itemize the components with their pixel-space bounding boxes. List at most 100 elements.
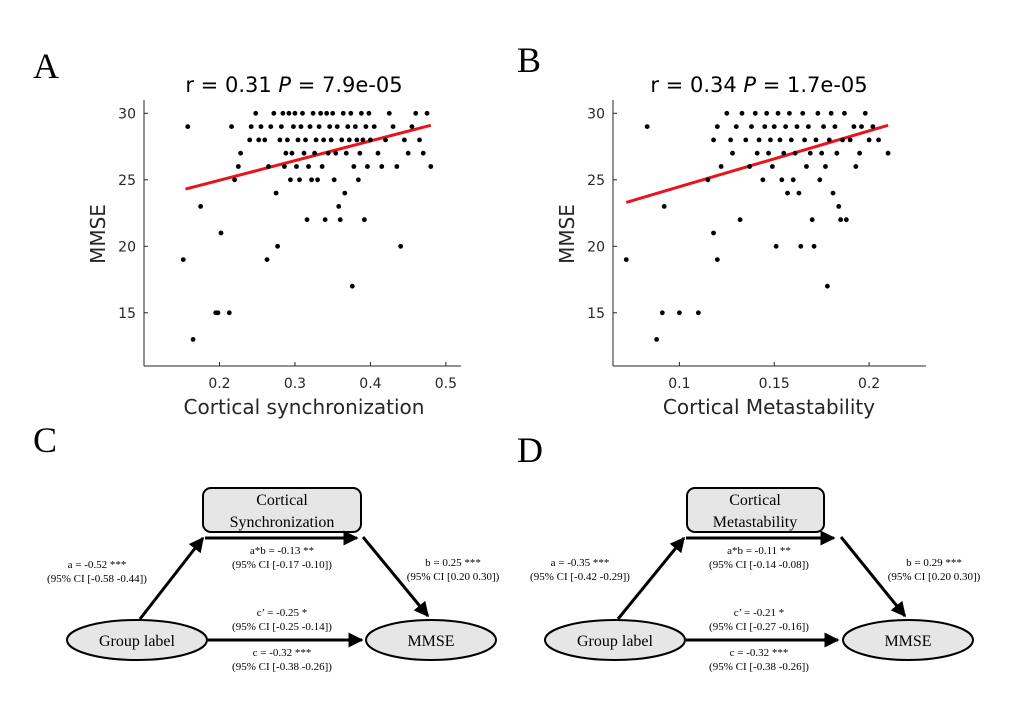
- chart-b-point: [832, 124, 838, 129]
- chart-a-point: [278, 124, 284, 129]
- chart-a-point: [336, 204, 342, 209]
- chart-b-title-p: P: [743, 73, 756, 97]
- chart-a-point: [355, 177, 361, 183]
- arrow-a-d: [616, 536, 686, 620]
- edge-b-d-line1: b = 0.29 ***: [906, 557, 962, 569]
- chart-a-point: [283, 150, 289, 156]
- arrow-b-d: [839, 536, 907, 618]
- chart-a-point: [398, 243, 404, 249]
- outcome-label-c: MMSE: [407, 633, 454, 650]
- panel-letter-c: C: [33, 420, 57, 460]
- chart-a-point: [343, 150, 349, 156]
- chart-b-point: [724, 110, 730, 116]
- chart-a-point: [401, 137, 407, 143]
- chart-a-point: [226, 310, 232, 316]
- chart-a-point: [363, 124, 369, 129]
- chart-a-point: [253, 110, 259, 116]
- chart-b-point: [711, 230, 716, 236]
- chart-b-point: [876, 137, 881, 143]
- chart-a-point: [357, 150, 363, 156]
- chart-a-point: [285, 137, 290, 143]
- chart-b-ytick-label: 20: [587, 239, 605, 255]
- chart-a-point: [180, 257, 186, 262]
- chart-b-point: [834, 150, 840, 156]
- chart-b-xtick-label: 0.2: [858, 376, 880, 392]
- mediator-box-c: [202, 487, 362, 533]
- chart-b-point: [779, 177, 785, 183]
- chart-a-point: [232, 177, 237, 183]
- chart-a-point: [258, 124, 264, 129]
- chart-b-point: [836, 204, 842, 209]
- chart-b-point: [851, 124, 857, 129]
- edge-b-c-line2: (95% CI [0.20 0.30]): [407, 571, 500, 583]
- chart-b-point: [823, 164, 828, 169]
- scatter-plot-a: r = 0.31 P = 7.9e-05 0.2 0.3 0.4 0.5 15 20 25 3…: [86, 73, 461, 419]
- chart-a-point: [292, 110, 298, 116]
- chart-b-point: [766, 150, 771, 156]
- chart-b-point: [718, 164, 724, 169]
- chart-a-point: [271, 110, 277, 116]
- panel-letter-d: D: [517, 430, 543, 470]
- chart-b-point: [654, 337, 660, 342]
- chart-b-xlabel: Cortical Metastability: [663, 395, 875, 419]
- chart-b-point: [828, 110, 834, 116]
- chart-a-point: [371, 124, 377, 129]
- chart-b-point: [843, 217, 849, 223]
- chart-a-point: [319, 164, 325, 169]
- chart-a-point: [247, 137, 253, 143]
- chart-a-axes: 0.2 0.3 0.4 0.5 15 20 25 30: [118, 100, 461, 392]
- chart-a-point: [264, 257, 270, 262]
- chart-a-ytick-label: 20: [118, 239, 136, 255]
- chart-a-point: [316, 124, 322, 129]
- chart-a-point: [405, 150, 411, 156]
- chart-a-xtick-label: 0.3: [284, 376, 306, 392]
- chart-a-point: [291, 124, 296, 129]
- chart-a-point: [273, 190, 279, 196]
- chart-a-ytick-label: 30: [118, 106, 136, 122]
- chart-b-point: [743, 137, 749, 143]
- chart-a-point: [348, 110, 354, 116]
- chart-b-point: [781, 150, 787, 156]
- chart-b-point: [661, 204, 667, 209]
- chart-b-point: [676, 310, 682, 316]
- chart-b-point: [866, 137, 872, 143]
- chart-a-point: [346, 137, 352, 143]
- chart-a-point: [365, 164, 370, 169]
- chart-a-point: [424, 110, 430, 116]
- chart-a-title-p: P: [278, 73, 291, 97]
- chart-a-point: [185, 124, 191, 129]
- edge-cp-c-line2: (95% CI [-0.25 -0.14]): [232, 621, 332, 633]
- chart-a-point: [301, 150, 307, 156]
- outcome-node-c: [365, 619, 497, 661]
- chart-b-axes: 0.1 0.15 0.2 15 20 25 30: [587, 100, 926, 392]
- chart-b-point: [817, 177, 823, 183]
- chart-b-point: [752, 110, 758, 116]
- chart-b-point: [802, 137, 807, 143]
- chart-b-point: [787, 110, 792, 116]
- chart-b-point: [739, 110, 745, 116]
- mediator-label-d-line2: Metastability: [713, 514, 797, 531]
- edge-a-d-line2: (95% CI [-0.42 -0.29]): [530, 571, 630, 583]
- chart-a-point: [354, 137, 360, 143]
- chart-b-point: [830, 190, 836, 196]
- edge-ab-d-line1: a*b = -0.11 **: [727, 545, 791, 557]
- chart-a-point: [409, 124, 415, 129]
- chart-a-point: [268, 124, 274, 129]
- chart-a-point: [428, 164, 434, 169]
- chart-b-point: [785, 190, 790, 196]
- chart-a-point: [298, 124, 304, 129]
- chart-b-point: [805, 124, 811, 129]
- chart-a-point: [420, 150, 426, 156]
- chart-a-point: [266, 164, 271, 169]
- mediator-label-c-line1: Cortical: [256, 492, 308, 509]
- mediation-diagram-c: Cortical Synchronization Group label MMS…: [47, 487, 500, 673]
- chart-a-point: [366, 110, 372, 116]
- chart-b-point: [857, 150, 863, 156]
- chart-a-point: [352, 124, 358, 129]
- chart-b-point: [788, 137, 794, 143]
- chart-b-point: [754, 150, 760, 156]
- chart-b-ytick-label: 30: [587, 106, 605, 122]
- chart-b-point: [792, 150, 798, 156]
- arrow-b-c: [361, 536, 430, 618]
